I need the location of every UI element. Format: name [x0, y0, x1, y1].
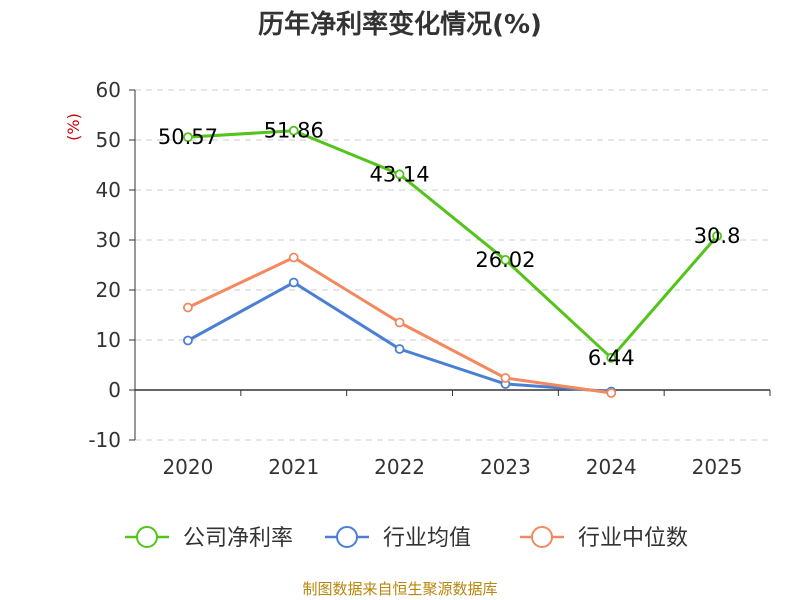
legend-swatch-marker	[336, 526, 358, 548]
axes: 60 50 40 30 20 10 0 -10 2020 2021 2022 2023 2024 2025	[88, 78, 771, 479]
y-tick-label: 60	[96, 78, 121, 102]
series-point-0	[288, 125, 299, 136]
series-point-1	[183, 335, 193, 346]
y-tick-label: 0	[108, 378, 121, 402]
x-tick-label: 2022	[374, 455, 425, 479]
series-point-2	[394, 317, 405, 328]
data-label: 30.8	[694, 224, 741, 248]
series-point-1	[288, 277, 299, 288]
y-tick-label: -10	[88, 428, 121, 452]
source-note: 制图数据来自恒生聚源数据库	[302, 580, 497, 598]
data-label: 50.57	[158, 125, 218, 149]
series-point-1	[394, 344, 405, 354]
x-tick-label: 2020	[162, 455, 213, 479]
y-tick-label: 40	[96, 178, 121, 202]
x-tick-label: 2023	[480, 455, 531, 479]
legend-item-1[interactable]: 行业均值	[325, 526, 471, 551]
legend-label: 行业均值	[383, 526, 471, 551]
y-tick-label: 10	[96, 328, 121, 352]
x-tick-label: 2021	[268, 455, 319, 479]
legend-label: 行业中位数	[578, 526, 688, 551]
series-line-0	[187, 129, 719, 360]
legend-swatch-marker	[531, 526, 553, 548]
series-lines	[183, 125, 722, 398]
data-labels: 50.57 51.86 43.14 26.02 6.44 30.8	[158, 119, 741, 370]
chart-title: 历年净利率变化情况(%)	[258, 9, 542, 40]
series-point-2	[606, 388, 617, 398]
data-label: 51.86	[264, 119, 324, 143]
x-tick-label: 2024	[586, 455, 637, 479]
legend[interactable]: 公司净利率 行业均值 行业中位数	[125, 526, 688, 551]
series-point-0	[606, 352, 617, 363]
data-label: 26.02	[475, 248, 535, 272]
series-point-0	[183, 132, 193, 143]
data-label: 43.14	[370, 162, 430, 186]
legend-swatch-marker	[136, 526, 158, 548]
legend-item-0[interactable]: 公司净利率	[125, 526, 293, 551]
y-tick-label: 30	[96, 228, 121, 252]
series-point-2	[288, 252, 299, 263]
y-tick-label: 50	[96, 128, 121, 152]
series-point-0	[394, 169, 405, 180]
y-tick-label: 20	[96, 278, 121, 302]
grid-lines	[135, 89, 770, 441]
y-axis-unit-label: (%)	[64, 113, 83, 141]
series-point-0	[712, 231, 722, 241]
x-tick-label: 2025	[692, 455, 743, 479]
series-point-2	[183, 302, 193, 313]
data-label: 6.44	[588, 346, 635, 370]
legend-item-2[interactable]: 行业中位数	[520, 526, 688, 551]
legend-label: 公司净利率	[183, 526, 293, 551]
series-point-0	[500, 254, 511, 265]
series-point-2	[500, 373, 511, 383]
